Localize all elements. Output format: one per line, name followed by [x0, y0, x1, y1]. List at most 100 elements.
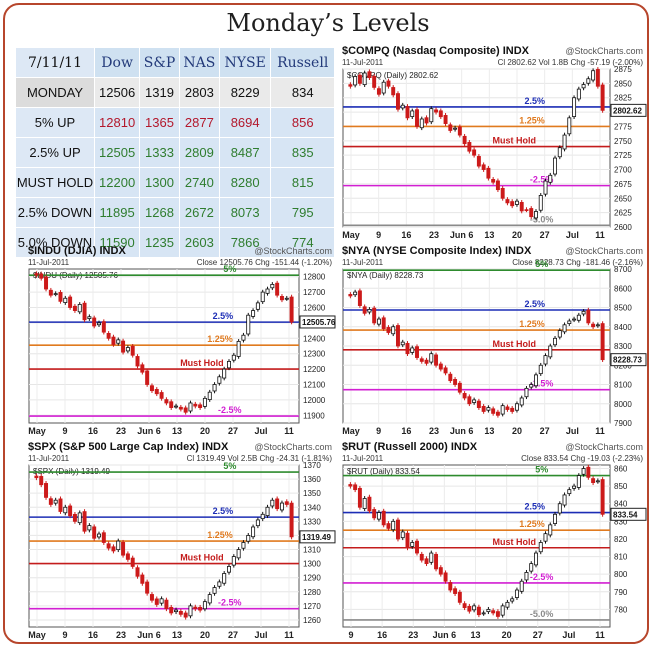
- candle-body: [534, 211, 538, 219]
- level-label: Must Hold: [493, 537, 537, 547]
- candle-body: [92, 317, 97, 327]
- candle-body: [260, 291, 265, 303]
- candle-body: [357, 74, 362, 84]
- candle-body: [289, 296, 294, 323]
- candle-body: [53, 499, 58, 504]
- x-tick-label: 20: [200, 630, 210, 640]
- candle-body: [400, 104, 405, 109]
- chart-legend: $NYA (Daily) 8228.73: [347, 271, 424, 280]
- chart-brand: @StockCharts.com: [565, 442, 643, 452]
- candle-body: [212, 384, 217, 392]
- candle-body: [495, 180, 500, 191]
- candle-body: [514, 403, 519, 411]
- chart-title: $RUT (Russell 2000) INDX: [342, 441, 478, 453]
- candle-body: [500, 605, 505, 616]
- candle-body: [159, 392, 164, 399]
- y-tick-label: 12600: [303, 304, 326, 313]
- candle-body: [410, 347, 415, 353]
- candle-body: [467, 605, 472, 612]
- candle-body: [39, 273, 44, 279]
- x-tick-label: Jul: [254, 426, 267, 436]
- candle-body: [222, 573, 227, 584]
- candle-body: [202, 601, 207, 610]
- candle-body: [284, 501, 289, 505]
- chart-stats: Close 12505.76 Chg -151.44 (-1.20%): [196, 258, 332, 267]
- candle-body: [106, 543, 111, 549]
- table-cell: 8694: [218, 107, 272, 138]
- x-tick-label: 23: [429, 426, 439, 436]
- table-header-nas: NAS: [178, 47, 220, 78]
- candle-body: [472, 149, 477, 156]
- candle-body: [591, 478, 596, 484]
- x-tick-label: 20: [512, 230, 522, 240]
- last-value-box: [299, 530, 336, 544]
- x-tick-label: 20: [502, 630, 512, 640]
- level-label: -2.5%: [218, 405, 242, 415]
- candle-body: [467, 142, 472, 152]
- table-cell: 8073: [218, 197, 272, 228]
- chart-brand: @StockCharts.com: [565, 246, 643, 256]
- candle-body: [58, 292, 63, 302]
- candle-body: [438, 567, 443, 575]
- chart-title: $INDU (DJIA) INDX: [28, 245, 126, 257]
- candle-body: [34, 475, 39, 479]
- y-tick-label: 12200: [303, 365, 326, 374]
- x-tick-label: 27: [533, 630, 543, 640]
- table-cell: 12505: [93, 137, 141, 168]
- table-cell: 8229: [218, 77, 272, 108]
- x-tick-label: 20: [200, 426, 210, 436]
- candle-body: [472, 399, 477, 403]
- x-tick-label: Jun 6: [137, 426, 161, 436]
- candle-body: [348, 294, 353, 297]
- candle-body: [174, 405, 179, 408]
- candle-body: [591, 70, 596, 81]
- y-tick-label: 2825: [614, 94, 632, 103]
- candle-body: [198, 404, 203, 409]
- candle-body: [251, 526, 256, 538]
- y-tick-label: 8000: [614, 400, 632, 409]
- chart-stats: Close 833.54 Chg -19.03 (-2.23%): [521, 454, 643, 463]
- x-tick-label: 11: [595, 426, 605, 436]
- candle-body: [543, 355, 548, 365]
- candle-body: [514, 200, 519, 205]
- candle-body: [567, 117, 572, 135]
- candle-body: [386, 80, 391, 87]
- candle-body: [500, 187, 505, 199]
- x-tick-label: May: [342, 230, 360, 240]
- candle-body: [576, 314, 581, 321]
- levels-table: 7/11/11 Dow S&P NAS NYSE Russell MONDAY 1…: [15, 47, 335, 258]
- y-tick-label: 8600: [614, 284, 632, 293]
- x-tick-label: 11: [595, 230, 605, 240]
- candle-body: [410, 110, 415, 117]
- candle-body: [595, 69, 600, 87]
- candle-body: [462, 135, 467, 145]
- x-tick-label: 9: [62, 630, 67, 640]
- last-value-box: [610, 507, 647, 521]
- candle-body: [434, 354, 439, 366]
- candle-body: [121, 541, 126, 556]
- candle-body: [553, 157, 557, 175]
- table-cell: 815: [270, 167, 335, 198]
- compq-chart-panel: $COMPQ (Nasdaq Composite) INDX @StockChar…: [342, 45, 647, 241]
- x-tick-label: 27: [540, 426, 550, 436]
- candle-body: [519, 202, 524, 212]
- candle-body: [381, 510, 386, 526]
- y-tick-label: 780: [614, 605, 628, 614]
- candle-body: [34, 273, 39, 276]
- candle-body: [178, 406, 183, 410]
- candle-body: [63, 297, 68, 303]
- y-tick-label: 8400: [614, 323, 632, 332]
- table-row-label: 5% UP: [15, 107, 95, 138]
- candle-body: [289, 502, 294, 538]
- candle-body: [353, 291, 358, 296]
- candle-body: [524, 387, 529, 398]
- candle-body: [419, 358, 424, 362]
- candle-body: [255, 519, 260, 527]
- table-header-dow: Dow: [93, 47, 141, 78]
- candle-body: [500, 405, 505, 415]
- candle-body: [251, 310, 256, 317]
- y-tick-label: 2675: [614, 180, 632, 189]
- chart-svg: 780 790 800 810 820 830 840 850 860 9 16 23 Jun 6 13 2…: [342, 464, 647, 640]
- chart-stats: Close 8228.73 Chg -181.46 (-2.16%): [512, 258, 643, 267]
- table-row-label: MONDAY: [15, 77, 95, 108]
